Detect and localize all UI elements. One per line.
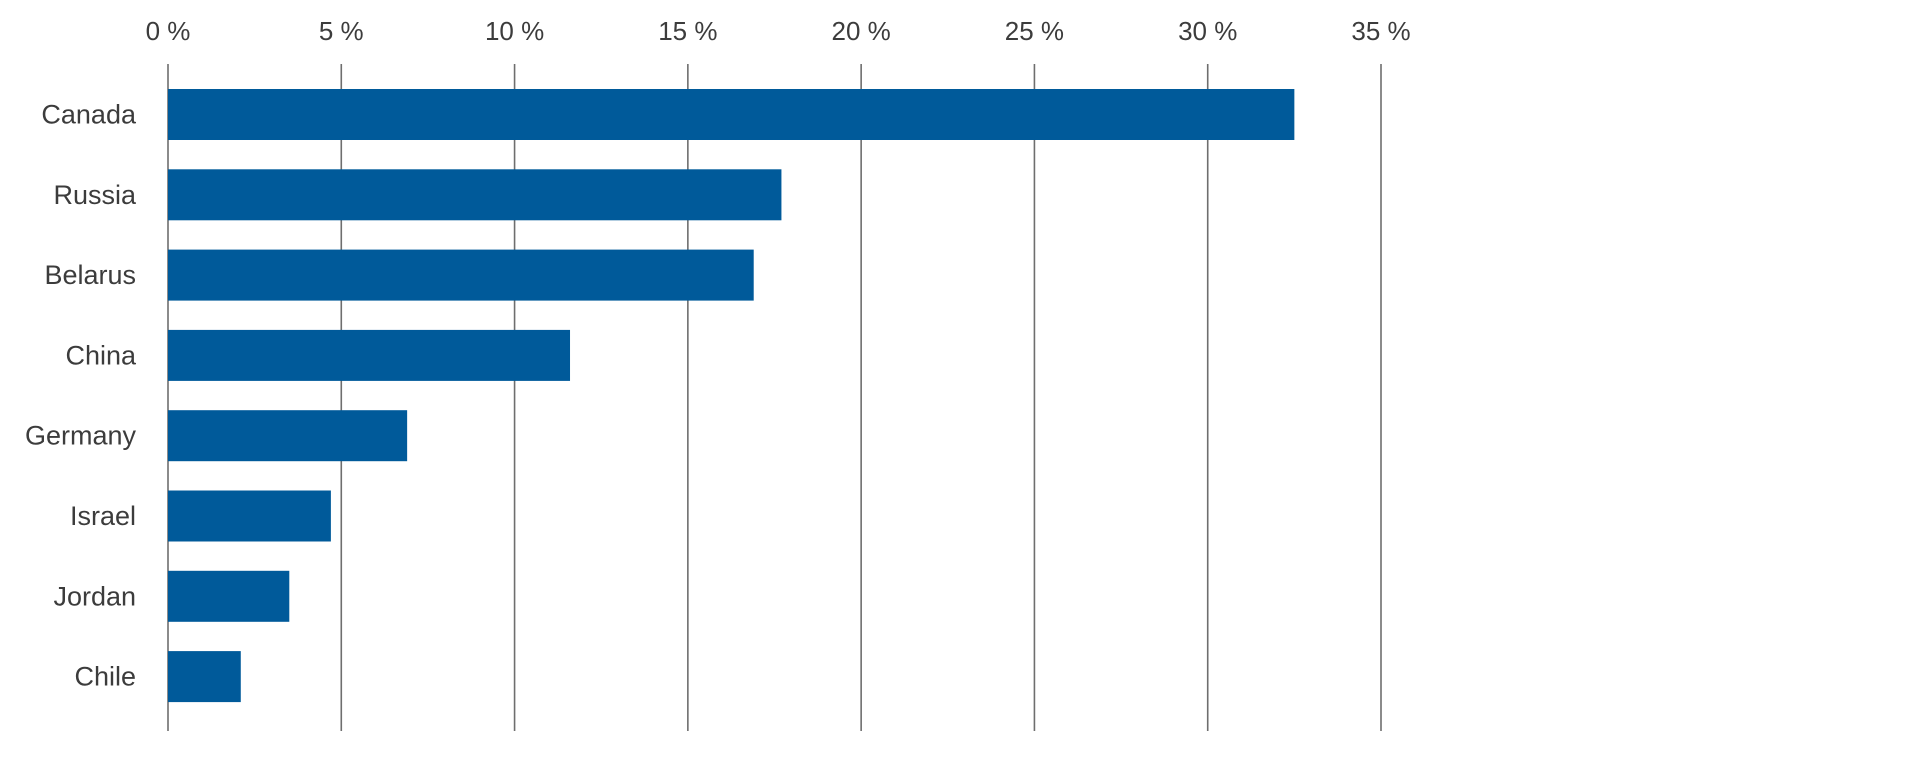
x-axis-ticks: 0 % 5 % 10 % 15 % 20 % 25 % 30 % 35 %	[146, 16, 1411, 46]
category-label-china: China	[65, 340, 137, 370]
x-tick-label: 25 %	[1005, 16, 1064, 46]
x-tick-label: 15 %	[658, 16, 717, 46]
bar-chile	[168, 651, 241, 703]
bar-israel	[168, 490, 331, 542]
category-label-israel: Israel	[70, 501, 136, 531]
bar-belarus	[168, 249, 754, 301]
x-tick-label: 10 %	[485, 16, 544, 46]
bar-germany	[168, 410, 408, 462]
bar-canada	[168, 89, 1295, 140]
x-tick-label: 35 %	[1351, 16, 1410, 46]
category-label-belarus: Belarus	[44, 260, 136, 290]
x-tick-label: 20 %	[832, 16, 891, 46]
gridlines	[167, 64, 1382, 731]
x-tick-label: 5 %	[319, 16, 364, 46]
bar-china	[168, 329, 571, 381]
x-tick-label: 30 %	[1178, 16, 1237, 46]
category-label-russia: Russia	[53, 180, 137, 210]
bar-russia	[168, 169, 782, 221]
category-label-jordan: Jordan	[53, 581, 136, 611]
category-label-canada: Canada	[41, 100, 137, 130]
category-label-germany: Germany	[25, 421, 137, 451]
bars	[168, 89, 1295, 703]
x-tick-label: 0 %	[146, 16, 191, 46]
category-label-chile: Chile	[74, 662, 136, 692]
bar-jordan	[168, 570, 290, 622]
category-labels: Canada Russia Belarus China Germany Israel Jor…	[25, 100, 137, 692]
